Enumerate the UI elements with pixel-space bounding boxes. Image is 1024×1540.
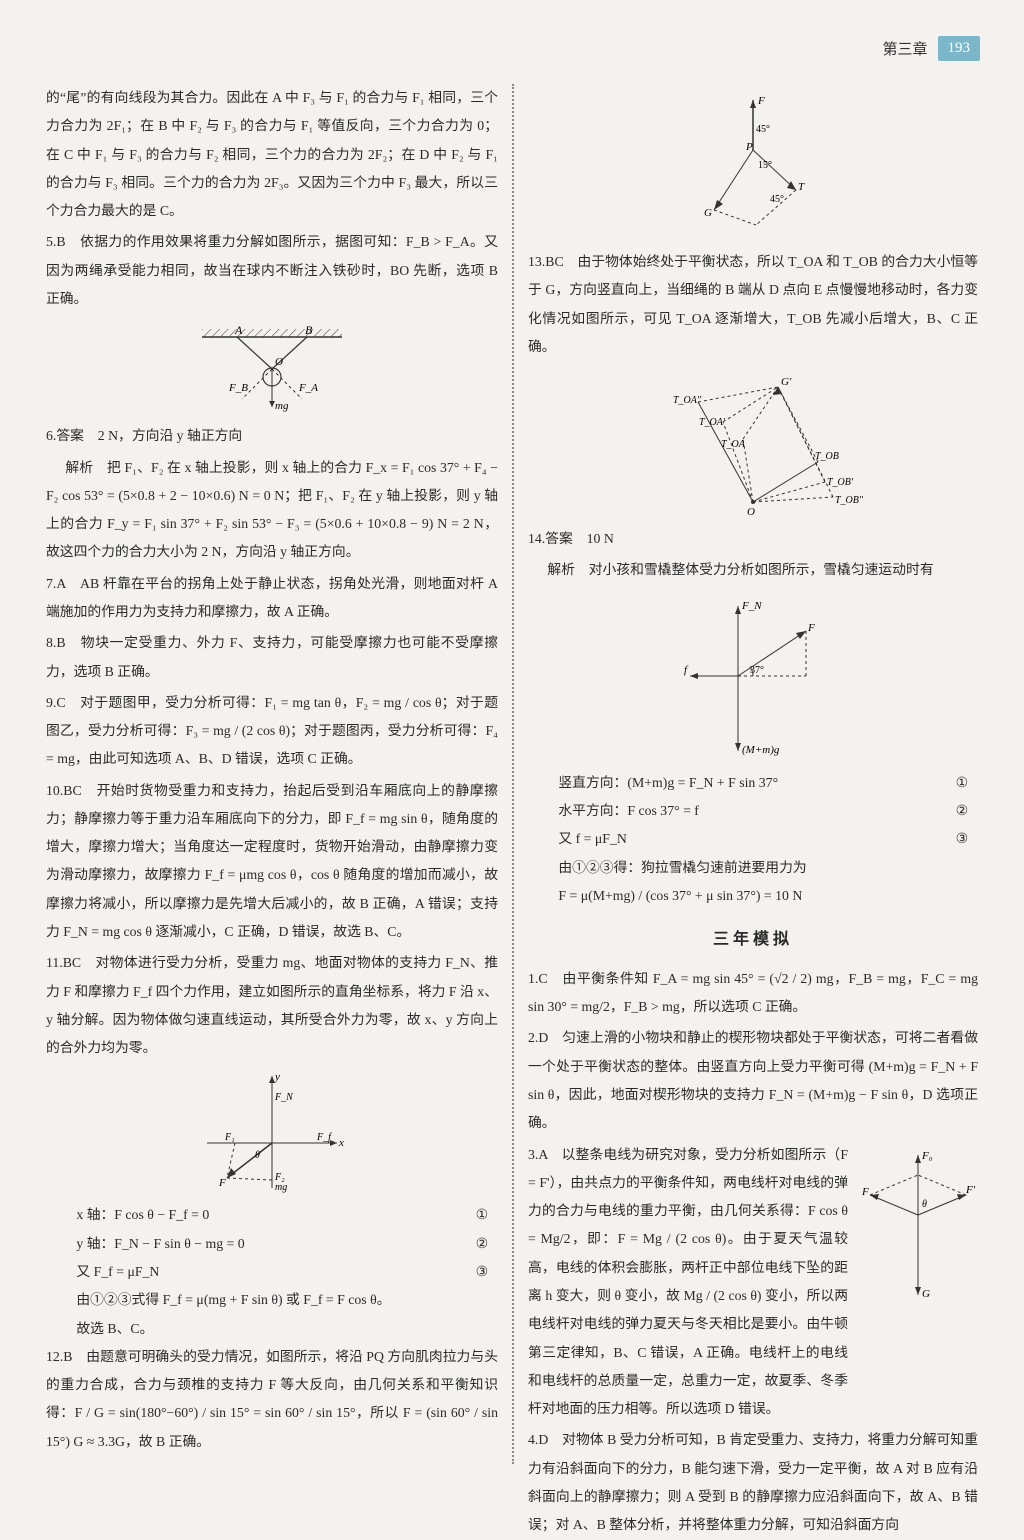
svg-text:f: f xyxy=(684,664,689,676)
q11a: 11.BC 对物体进行受力分析，受重力 mg、地面对物体的支持力 F_N、推力 … xyxy=(46,949,498,1062)
svg-text:y: y xyxy=(274,1071,280,1083)
svg-text:45°: 45° xyxy=(756,124,770,135)
svg-text:T_OA: T_OA xyxy=(721,439,746,450)
svg-text:A: A xyxy=(234,323,243,337)
figure-3: F₀ F F' θ G xyxy=(858,1145,978,1315)
q6-answer: 6.答案 2 N，方向沿 y 轴正方向 xyxy=(46,422,498,450)
svg-text:(M+m)g: (M+m)g xyxy=(742,744,780,756)
s1: 1.C 由平衡条件知 F_A = mg sin 45° = (√2 / 2) m… xyxy=(528,965,978,1022)
s4: 4.D 对物体 B 受力分析可知，B 肯定受重力、支持力，将重力分解可知重力有沿… xyxy=(528,1426,978,1539)
q11-eq1: x 轴：F cos θ − F_f = 0① xyxy=(76,1201,498,1229)
svg-text:F₁: F₁ xyxy=(224,1132,235,1143)
svg-text:T_OB'': T_OB'' xyxy=(835,495,863,506)
svg-text:T: T xyxy=(798,181,805,193)
svg-text:G': G' xyxy=(781,376,792,388)
left-column: 的“尾”的有向线段为其合力。因此在 A 中 F₃ 与 F₁ 的合力与 F₁ 相同… xyxy=(46,84,512,1464)
q14-conclusion: 由①②③得：狗拉雪橇匀速前进要用力为 xyxy=(558,854,978,882)
svg-text:T_OB': T_OB' xyxy=(827,477,854,488)
svg-text:F: F xyxy=(218,1177,226,1189)
s2: 2.D 匀速上滑的小物块和静止的楔形物块都处于平衡状态，可将二者看做一个处于平衡… xyxy=(528,1024,978,1137)
figure-5: A B O F_A F_B mg xyxy=(46,319,498,414)
q12: 12.B 由题意可明确头的受力情况，如图所示，将沿 PQ 方向肌肉拉力与头的重力… xyxy=(46,1343,498,1456)
q5: 5.B 依据力的作用效果将重力分解如图所示，据图可知：F_B > F_A。又因为… xyxy=(46,228,498,313)
q14-formula: F = μ(M+mg) / (cos 37° + μ sin 37°) = 10… xyxy=(558,882,978,910)
page-header: 第三章 193 xyxy=(882,36,980,61)
svg-text:F₀: F₀ xyxy=(921,1150,933,1162)
svg-text:θ: θ xyxy=(255,1150,260,1161)
svg-text:F_B: F_B xyxy=(228,382,248,394)
svg-text:θ: θ xyxy=(922,1199,927,1210)
svg-text:mg: mg xyxy=(275,400,289,412)
svg-text:mg: mg xyxy=(275,1182,287,1193)
q11-choice: 故选 B、C。 xyxy=(76,1315,498,1343)
svg-text:G: G xyxy=(704,207,712,219)
svg-text:T_OB: T_OB xyxy=(815,451,839,462)
figure-13: O T_OA'' T_OA' T_OA T_OB T_OB' T_OB'' xyxy=(528,367,978,517)
q6-solution: 解析 把 F₁、F₂ 在 x 轴上投影，则 x 轴上的合力 F_x = F₁ c… xyxy=(46,454,498,567)
svg-text:x: x xyxy=(338,1137,344,1149)
figure-12: F T G 45° 15° 45° P xyxy=(528,90,978,240)
intro-text: 的“尾”的有向线段为其合力。因此在 A 中 F₃ 与 F₁ 的合力与 F₁ 相同… xyxy=(46,84,498,225)
svg-text:F_A: F_A xyxy=(298,382,318,394)
q8: 8.B 物块一定受重力、外力 F、支持力，可能受摩擦力也可能不受摩擦力，选项 B… xyxy=(46,629,498,686)
q11-conclusion: 由①②③式得 F_f = μ(mg + F sin θ) 或 F_f = F c… xyxy=(76,1286,498,1314)
q14-answer: 14.答案 10 N xyxy=(528,525,978,553)
svg-text:F_N: F_N xyxy=(274,1092,294,1103)
svg-text:F: F xyxy=(861,1186,869,1198)
svg-text:15°: 15° xyxy=(758,160,772,171)
section-title: 三年模拟 xyxy=(528,924,978,957)
figure-14: F_N F f 37° (M+m)g xyxy=(528,591,978,761)
svg-text:T_OA'': T_OA'' xyxy=(673,395,702,406)
q14-eq2: 水平方向：F cos 37° = f② xyxy=(558,797,978,825)
svg-text:F_f: F_f xyxy=(316,1132,332,1143)
svg-text:F: F xyxy=(757,95,765,107)
svg-text:F': F' xyxy=(965,1184,976,1196)
svg-text:F: F xyxy=(807,622,815,634)
svg-text:P: P xyxy=(745,141,753,153)
q11-eq2: y 轴：F_N − F sin θ − mg = 0② xyxy=(76,1230,498,1258)
svg-text:G: G xyxy=(922,1288,930,1300)
svg-text:T_OA': T_OA' xyxy=(699,417,726,428)
svg-text:O: O xyxy=(275,356,283,368)
svg-text:B: B xyxy=(305,323,313,337)
q14-solution: 解析 对小孩和雪橇整体受力分析如图所示，雪橇匀速运动时有 xyxy=(528,556,978,584)
chapter-label: 第三章 xyxy=(882,38,927,59)
q13: 13.BC 由于物体始终处于平衡状态，所以 T_OA 和 T_OB 的合力大小恒… xyxy=(528,248,978,361)
page-number: 193 xyxy=(938,36,981,61)
q14-eq3: 又 f = μF_N③ xyxy=(558,825,978,853)
svg-text:F_N: F_N xyxy=(741,600,762,612)
svg-text:O: O xyxy=(747,506,755,517)
q9: 9.C 对于题图甲，受力分析可得：F₁ = mg tan θ，F₂ = mg /… xyxy=(46,689,498,774)
svg-text:45°: 45° xyxy=(770,194,784,205)
right-column: F T G 45° 15° 45° P 13.BC 由于物体始终处于平衡状态，所… xyxy=(512,84,978,1464)
q10: 10.BC 开始时货物受重力和支持力，抬起后受到沿车厢底向上的静摩擦力；静摩擦力… xyxy=(46,777,498,947)
q7: 7.A AB 杆靠在平台的拐角上处于静止状态，拐角处光滑，则地面对杆 A 端施加… xyxy=(46,570,498,627)
q14-eq1: 竖直方向：(M+m)g = F_N + F sin 37°① xyxy=(558,769,978,797)
q11-eq3: 又 F_f = μF_N③ xyxy=(76,1258,498,1286)
figure-11: x y F F_N F_f F₁ F₂ θ mg xyxy=(46,1068,498,1193)
